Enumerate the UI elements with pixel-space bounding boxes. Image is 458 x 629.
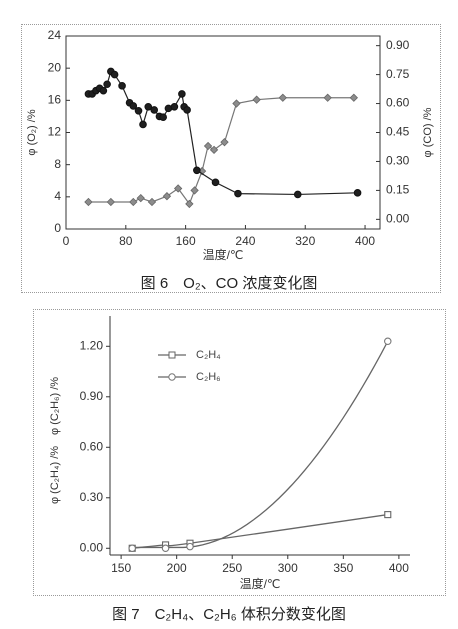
x-axis-label-fig6: 温度/℃	[203, 247, 244, 262]
o2-series-point	[99, 86, 108, 95]
y-left-tick-label-fig6: 20	[48, 60, 62, 74]
y-left-tick-label-fig6: 4	[54, 189, 61, 203]
co-series-point	[147, 197, 157, 207]
co-series-point	[203, 141, 213, 151]
co-series-point	[220, 137, 229, 147]
x-axis-label-fig7: 温度/℃	[240, 576, 281, 591]
y-tick-label-fig7: 0.00	[80, 540, 104, 554]
co-series-point	[209, 145, 219, 155]
c2h6-series-line	[132, 340, 389, 549]
x-tick-label-fig7: 350	[333, 561, 353, 575]
o2-series-point	[170, 102, 179, 111]
y-right-tick-label-fig6: 0.00	[386, 212, 410, 226]
y-tick-label-fig7: 0.60	[80, 439, 104, 453]
o2-series-point	[178, 90, 186, 98]
o2-series-point	[293, 190, 302, 199]
y-right-tick-label-fig6: 0.30	[386, 154, 410, 168]
y-left-tick-label-fig6: 24	[48, 28, 62, 42]
x-tick-label-fig6: 160	[176, 234, 196, 248]
y-right-tick-label-fig6: 0.60	[386, 96, 410, 110]
c2h6-series-point	[186, 542, 194, 551]
chart-panel-c2h4-c2h6	[33, 309, 446, 596]
x-tick-label-fig7: 250	[222, 561, 242, 575]
y-left-tick-label-fig6: 8	[54, 157, 61, 171]
co-series-point	[173, 184, 183, 193]
co-series-point	[162, 192, 172, 201]
co-series-point	[232, 99, 241, 108]
o2-series-point	[118, 82, 126, 90]
o2-series-point	[103, 80, 111, 89]
o2-series-line	[88, 70, 358, 196]
x-tick-label-fig6: 400	[355, 234, 375, 248]
c2h6-series-point	[128, 544, 136, 553]
x-tick-label-fig6: 320	[295, 234, 315, 248]
legend-label-1: C₂H₆	[196, 371, 221, 383]
legend-marker-0	[168, 351, 176, 359]
c2h6-series-point	[161, 544, 170, 553]
y-left-tick-label-fig6: 0	[54, 221, 61, 235]
x-tick-label-fig6: 80	[119, 234, 133, 248]
o2-series-point	[139, 120, 147, 129]
co-series-point	[252, 95, 261, 104]
x-tick-label-fig7: 200	[167, 561, 187, 575]
o2-series-point	[150, 106, 159, 114]
x-tick-label-fig7: 150	[111, 561, 131, 575]
y-left-tick-label-fig6: 16	[48, 93, 62, 107]
y-tick-label-fig7: 1.20	[80, 338, 104, 352]
plot-frame-fig6	[65, 35, 381, 230]
co-series-point	[106, 197, 116, 207]
o2-series-point	[211, 178, 220, 187]
co-series-point	[84, 197, 93, 207]
o2-series-point	[110, 70, 119, 79]
c2h6-series-point	[384, 337, 392, 345]
figure-6-caption: 图 6 O₂、CO 浓度变化图	[140, 275, 318, 292]
y-right-tick-label-fig6: 0.45	[386, 125, 410, 139]
co-series-point	[129, 197, 138, 207]
figure-7-caption: 图 7 C₂H₄、C₂H₆ 体积分数变化图	[112, 606, 346, 623]
c2h4-series-point	[384, 511, 392, 519]
co-series-point	[278, 93, 287, 102]
co-series-line	[88, 97, 354, 206]
y-right-tick-label-fig6: 0.90	[386, 38, 410, 52]
co-series-point	[190, 186, 199, 195]
o2-series-point	[159, 113, 167, 122]
o2-series-point	[144, 102, 153, 111]
o2-series-point	[134, 106, 143, 115]
y-right-tick-label-fig6: 0.15	[386, 183, 410, 197]
o2-series-point	[129, 102, 138, 110]
x-tick-label-fig6: 240	[235, 234, 255, 248]
y-tick-label-fig7: 0.30	[80, 490, 104, 504]
co-series-point	[185, 199, 194, 209]
y-right-axis-label-fig6: φ (CO) /%	[422, 107, 434, 157]
legend-marker-1	[168, 373, 176, 381]
y-tick-label-fig7: 0.90	[80, 389, 104, 403]
legend-label-0: C₂H₄	[196, 349, 221, 361]
y-left-tick-label-fig6: 12	[48, 125, 62, 139]
y-axis-label-fig7: φ (C₂H₄) /% φ (C₂H₆) /%	[49, 377, 61, 504]
o2-series-point	[353, 189, 362, 197]
y-right-tick-label-fig6: 0.75	[386, 67, 410, 81]
x-tick-label-fig7: 400	[389, 561, 409, 575]
y-left-axis-label-fig6: φ (O₂) /%	[26, 109, 38, 155]
o2-series-point	[234, 189, 242, 198]
co-series-point	[349, 93, 358, 102]
o2-series-point	[183, 106, 191, 114]
co-series-point	[323, 93, 332, 102]
o2-series-point	[193, 166, 201, 175]
c2h4-series-line	[132, 513, 388, 549]
chart-panel-o2-co	[21, 24, 441, 293]
x-tick-label-fig7: 300	[278, 561, 298, 575]
x-tick-label-fig6: 0	[63, 234, 70, 248]
co-series-point	[136, 193, 145, 203]
